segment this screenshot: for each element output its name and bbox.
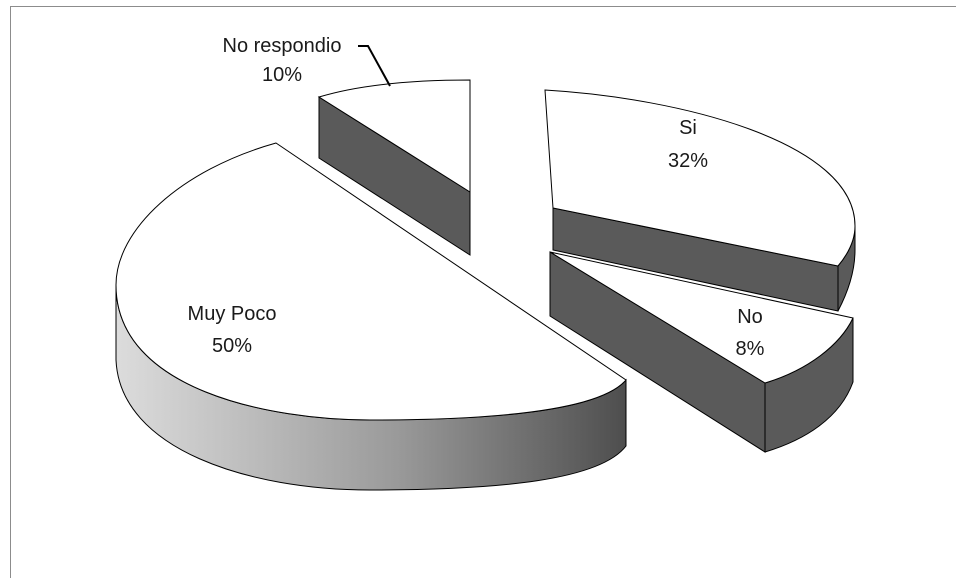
slice-no-respondio <box>317 79 471 256</box>
label-muy-poco-name: Muy Poco <box>188 303 277 325</box>
slice-si <box>544 89 856 312</box>
label-si-percent: 32% <box>668 150 708 172</box>
slice-muy-poco <box>115 142 627 491</box>
label-no-respondio-name: No respondio <box>223 35 342 57</box>
leader-line <box>358 45 391 87</box>
label-si-name: Si <box>679 117 697 139</box>
slice-no <box>549 251 854 453</box>
chart-frame <box>10 6 956 578</box>
label-no-name: No <box>737 306 763 328</box>
label-no-percent: 8% <box>736 338 765 360</box>
label-no-respondio-percent: 10% <box>262 64 302 86</box>
label-muy-poco-percent: 50% <box>212 335 252 357</box>
